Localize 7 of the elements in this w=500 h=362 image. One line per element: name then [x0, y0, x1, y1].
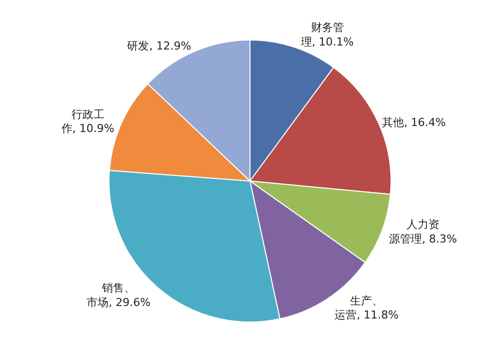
slice-label: 销售、市场, 29.6% [86, 281, 151, 309]
slice-label: 行政工作, 10.9% [60, 108, 114, 136]
slice-label: 生产、运营, 11.8% [334, 294, 399, 322]
slice-label: 人力资源管理, 8.3% [389, 218, 457, 246]
slice-label: 其他, 16.4% [382, 116, 446, 129]
slice-label: 研发, 12.9% [127, 39, 192, 52]
slice-label: 财务管理, 10.1% [300, 21, 354, 48]
